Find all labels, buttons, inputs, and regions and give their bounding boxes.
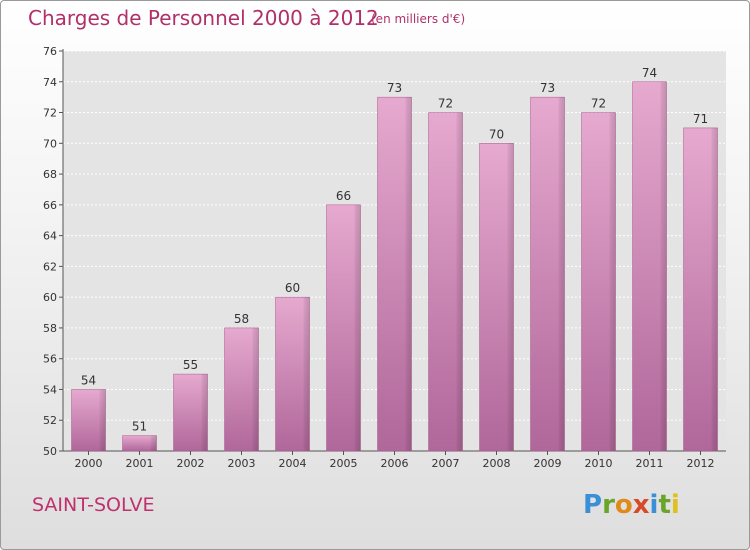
bar-shade (660, 81, 667, 452)
y-tick-label: 62 (43, 260, 57, 273)
x-tick-label: 2009 (534, 457, 562, 470)
x-tick-label: 2011 (636, 457, 664, 470)
data-label: 73 (387, 81, 402, 95)
bar-shade (252, 327, 259, 451)
x-tick-label: 2012 (687, 457, 715, 470)
x-tick-label: 2005 (330, 457, 358, 470)
data-label: 70 (489, 127, 504, 141)
x-tick-label: 2008 (483, 457, 511, 470)
proxiti-logo: Proxiti (583, 490, 680, 520)
x-tick-label: 2010 (585, 457, 613, 470)
y-tick-label: 66 (43, 199, 57, 212)
bar-shade (711, 127, 718, 451)
y-tick-label: 52 (43, 414, 57, 427)
data-label: 60 (285, 281, 300, 295)
commune-name: SAINT-SOLVE (32, 494, 155, 516)
data-label: 73 (540, 81, 555, 95)
data-label: 55 (183, 358, 198, 372)
bar-shade (354, 204, 361, 451)
bar-shade (456, 112, 463, 452)
bar-shade (507, 143, 514, 452)
y-tick-label: 76 (43, 45, 57, 58)
data-label: 71 (693, 112, 708, 126)
chart-unit: (en milliers d'€) (371, 12, 466, 26)
x-tick-label: 2001 (126, 457, 154, 470)
bar-shade (99, 389, 106, 451)
bar-shade (609, 112, 616, 452)
y-tick-label: 56 (43, 353, 57, 366)
chart-title: Charges de Personnel 2000 à 2012 (28, 6, 379, 30)
data-label: 72 (438, 97, 453, 111)
bar-shade (150, 435, 157, 451)
y-tick-label: 74 (43, 76, 57, 89)
data-label: 74 (642, 66, 657, 80)
y-tick-label: 70 (43, 137, 57, 150)
y-tick-label: 54 (43, 383, 57, 396)
x-tick-label: 2007 (432, 457, 460, 470)
data-label: 72 (591, 97, 606, 111)
bar-shade (303, 297, 310, 451)
data-label: 66 (336, 189, 351, 203)
y-tick-label: 50 (43, 445, 57, 458)
y-tick-label: 64 (43, 230, 57, 243)
bar-shade (201, 374, 208, 451)
y-tick-label: 72 (43, 107, 57, 120)
data-label: 51 (132, 420, 147, 434)
x-tick-label: 2002 (177, 457, 205, 470)
y-tick-label: 60 (43, 291, 57, 304)
bar-shade (405, 97, 412, 452)
y-tick-label: 58 (43, 322, 57, 335)
data-label: 58 (234, 312, 249, 326)
x-tick-label: 2000 (75, 457, 103, 470)
bar-shade (558, 97, 565, 452)
x-tick-label: 2003 (228, 457, 256, 470)
x-tick-label: 2006 (381, 457, 409, 470)
data-label: 54 (81, 373, 96, 387)
x-tick-label: 2004 (279, 457, 307, 470)
y-tick-label: 68 (43, 168, 57, 181)
